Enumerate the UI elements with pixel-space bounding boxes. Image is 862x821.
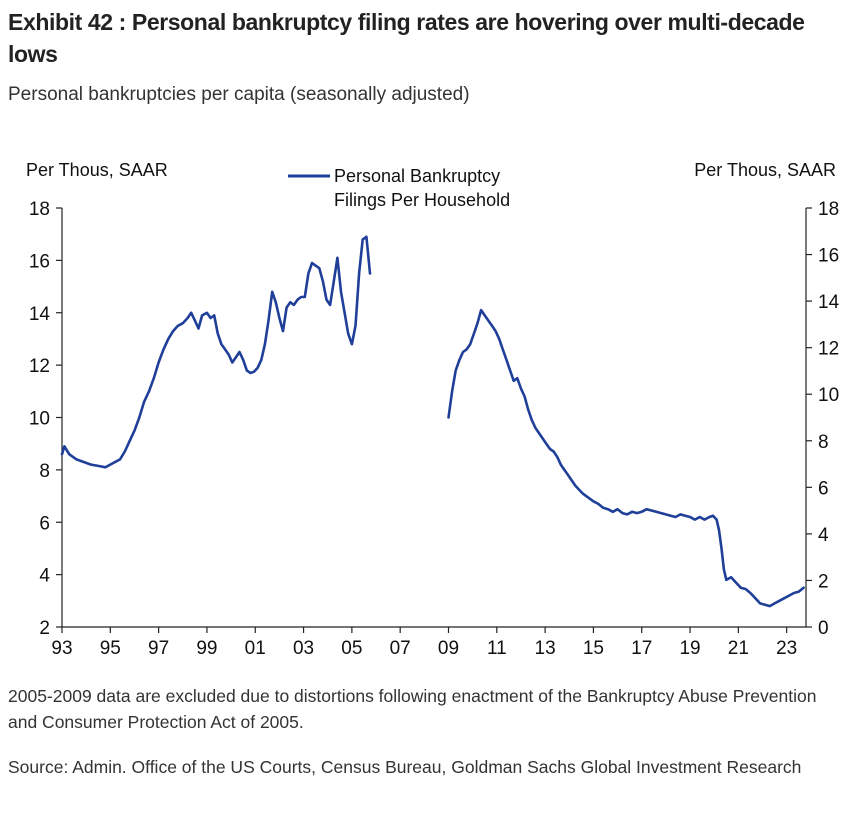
right-y-tick-label: 2 (818, 571, 829, 592)
left-y-tick-label: 8 (39, 461, 50, 482)
right-y-tick-label: 4 (818, 525, 829, 546)
left-y-tick-label: 16 (29, 251, 50, 272)
right-y-tick-label: 6 (818, 478, 829, 499)
left-y-tick-label: 4 (39, 566, 50, 587)
legend-label-line1: Personal Bankruptcy (334, 166, 500, 186)
x-tick-label: 05 (341, 638, 362, 659)
x-tick-label: 15 (583, 638, 604, 659)
x-tick-label: 01 (245, 638, 266, 659)
right-axis-unit-label: Per Thous, SAAR (694, 160, 836, 180)
legend-label-line2: Filings Per Household (334, 190, 510, 210)
x-tick-label: 23 (776, 638, 797, 659)
x-tick-label: 93 (51, 638, 72, 659)
chart-axes: 2 4 6 8 10 12 14 16 18 0 2 4 6 8 10 12 14 16 18 93 95 97 99 01 0… (29, 199, 840, 659)
right-y-tick-label: 0 (818, 618, 829, 639)
x-tick-label: 19 (679, 638, 700, 659)
bankruptcy-series-line-segment-2 (447, 308, 805, 608)
x-tick-label: 11 (487, 638, 507, 659)
right-y-tick-label: 14 (818, 292, 840, 313)
right-y-tick-label: 10 (818, 385, 839, 406)
left-y-tick-label: 14 (29, 304, 51, 325)
right-y-tick-label: 18 (818, 199, 839, 220)
x-tick-label: 03 (293, 638, 314, 659)
bankruptcy-line-chart: Per Thous, SAAR Per Thous, SAAR Personal… (26, 160, 840, 659)
left-axis-unit-label: Per Thous, SAAR (26, 160, 168, 180)
left-y-tick-label: 12 (29, 356, 50, 377)
chart-footnote: 2005-2009 data are excluded due to disto… (8, 686, 817, 732)
right-y-tick-label: 12 (818, 339, 839, 360)
bankruptcy-series-line-segment-1 (60, 235, 372, 469)
x-tick-label: 97 (148, 638, 169, 659)
right-y-tick-label: 8 (818, 432, 829, 453)
x-tick-label: 07 (390, 638, 411, 659)
right-y-tick-label: 16 (818, 246, 839, 267)
x-tick-label: 95 (100, 638, 121, 659)
legend: Personal Bankruptcy Filings Per Househol… (288, 166, 510, 210)
left-y-tick-label: 10 (29, 409, 50, 430)
left-y-tick-label: 6 (39, 513, 50, 534)
x-tick-label: 21 (728, 638, 749, 659)
chart-subtitle: Personal bankruptcies per capita (season… (8, 84, 470, 105)
chart-series (60, 235, 805, 608)
x-tick-label: 17 (631, 638, 652, 659)
x-tick-label: 09 (438, 638, 459, 659)
x-tick-label: 13 (535, 638, 556, 659)
chart-source: Source: Admin. Office of the US Courts, … (8, 757, 802, 777)
left-y-tick-label: 2 (39, 618, 50, 639)
page-title: Exhibit 42 : Personal bankruptcy filing … (8, 9, 805, 67)
x-tick-label: 99 (196, 638, 217, 659)
left-y-tick-label: 18 (29, 199, 50, 220)
